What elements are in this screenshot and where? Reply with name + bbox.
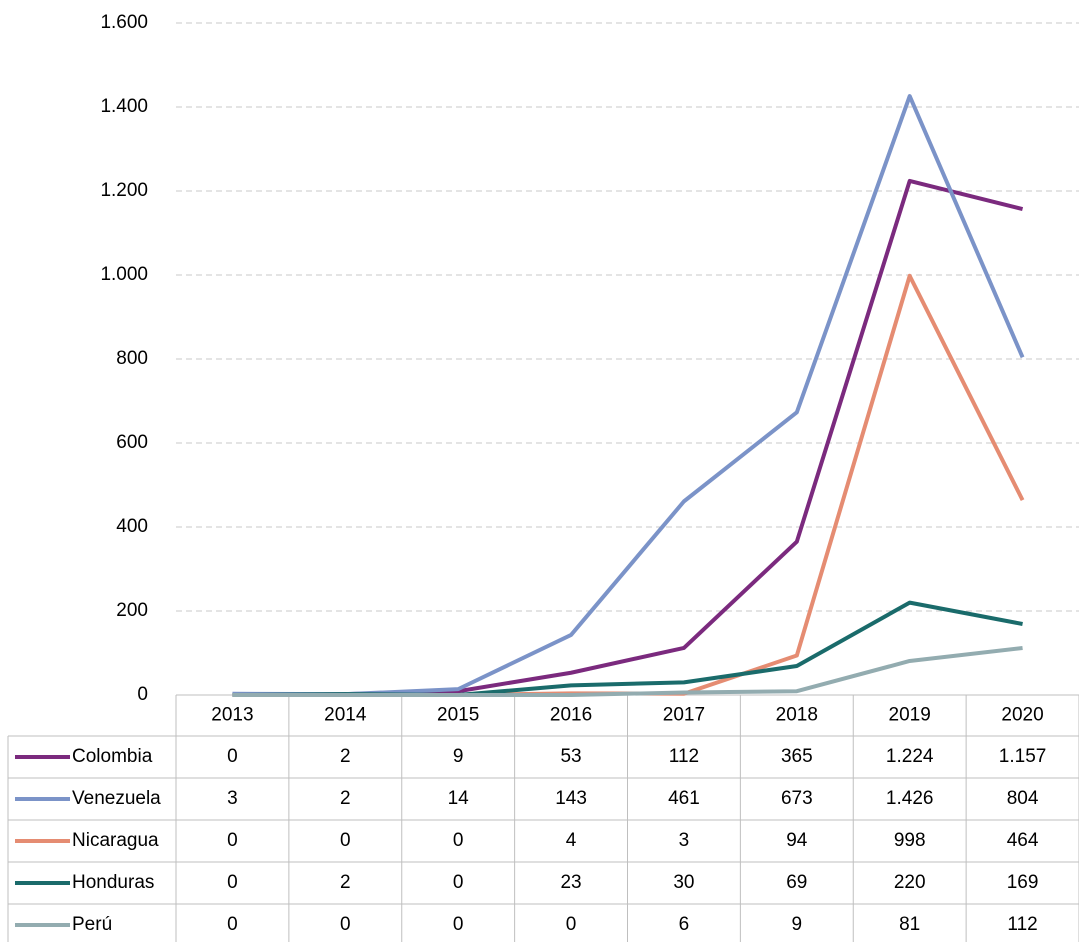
table-value: 69 [786,872,807,893]
table-value: 3 [227,788,238,809]
table-value: 143 [555,788,587,809]
table-value: 365 [781,746,813,767]
legend-label: Honduras [72,872,154,893]
y-tick-label: 0 [137,684,148,705]
table-value: 0 [340,830,351,851]
table-value: 0 [227,872,238,893]
table-value: 6 [679,914,690,935]
table-value: 0 [227,746,238,767]
y-tick-label: 600 [116,432,148,453]
table-value: 0 [453,914,464,935]
table-value: 220 [894,872,926,893]
x-tick-label: 2016 [550,705,592,726]
table-value: 2 [340,872,351,893]
series-line [232,645,1023,697]
table-value: 1.224 [886,746,934,767]
table-value: 0 [453,872,464,893]
table-value: 1.157 [999,746,1047,767]
y-tick-label: 1.200 [100,180,148,201]
table-value: 14 [448,788,470,809]
y-tick-label: 400 [116,516,148,537]
series-line [232,600,1023,697]
series-line [232,273,1025,697]
y-tick-label: 1.600 [100,12,148,33]
x-tick-label: 2018 [776,705,818,726]
legend-label: Nicaragua [72,830,159,851]
table-value: 0 [227,830,238,851]
table-value: 94 [786,830,808,851]
table-value: 0 [227,914,238,935]
x-tick-label: 2015 [437,705,479,726]
table-value: 23 [560,872,581,893]
x-tick-label: 2013 [211,705,253,726]
table-value: 673 [781,788,813,809]
table-value: 9 [792,914,803,935]
table-value: 53 [560,746,581,767]
legend-label: Colombia [72,746,153,767]
table-value: 804 [1007,788,1039,809]
table-value: 81 [899,914,920,935]
table-value: 2 [340,746,351,767]
series-line [232,178,1024,697]
table-value: 112 [1007,914,1037,935]
y-tick-label: 800 [116,348,148,369]
table-value: 112 [669,746,699,767]
x-tick-label: 2014 [324,705,367,726]
table-value: 0 [566,914,577,935]
table-value: 0 [340,914,351,935]
legend-label: Venezuela [72,788,161,809]
table-value: 464 [1007,830,1039,851]
x-tick-label: 2017 [663,705,705,726]
y-tick-label: 200 [116,600,148,621]
table-value: 2 [340,788,351,809]
table-value: 4 [566,830,577,851]
table-value: 169 [1007,872,1039,893]
table-value: 998 [894,830,926,851]
x-tick-label: 2019 [889,705,931,726]
y-tick-label: 1.400 [100,96,148,117]
legend-label: Perú [72,914,112,935]
table-value: 1.426 [886,788,934,809]
table-value: 0 [453,830,464,851]
y-tick-label: 1.000 [100,264,148,285]
x-tick-label: 2020 [1001,705,1043,726]
table-value: 9 [453,746,464,767]
table-value: 3 [679,830,690,851]
table-value: 30 [673,872,694,893]
table-value: 461 [668,788,700,809]
